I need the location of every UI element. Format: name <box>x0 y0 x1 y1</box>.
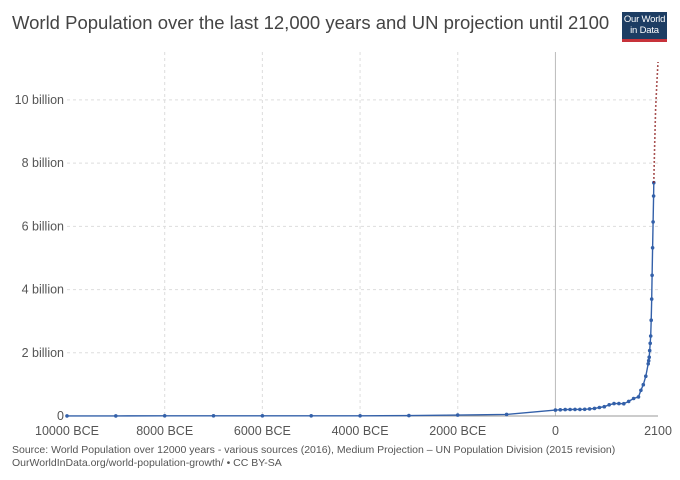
y-tick-label-4: 8 billion <box>22 156 64 170</box>
data-point <box>563 407 567 412</box>
data-point <box>568 407 572 412</box>
data-point <box>309 414 314 418</box>
x-tick-label-2: 6000 BCE <box>234 424 291 438</box>
data-point <box>626 399 631 404</box>
data-point <box>162 414 167 418</box>
data-point <box>582 407 587 412</box>
data-point <box>650 273 654 278</box>
logo-line-1: Our World <box>623 14 666 25</box>
chart-title: World Population over the last 12,000 ye… <box>12 12 610 33</box>
data-point <box>646 362 650 366</box>
data-point <box>260 414 265 418</box>
y-tick-label-3: 6 billion <box>22 219 64 233</box>
logo-line-2: in Data <box>630 25 659 36</box>
x-tick-label-0: 10000 BCE <box>35 424 99 438</box>
data-point <box>646 358 651 363</box>
data-point <box>612 401 616 406</box>
data-point <box>647 348 652 353</box>
source-line-1: Source: World Population over 12000 year… <box>12 444 616 456</box>
data-point <box>617 401 621 406</box>
data-point <box>358 414 362 418</box>
data-point <box>636 395 641 399</box>
data-point <box>504 412 509 417</box>
data-point <box>597 405 602 410</box>
data-point <box>592 406 597 411</box>
data-point <box>647 355 651 360</box>
data-point <box>455 413 460 417</box>
data-point <box>607 403 611 407</box>
data-point <box>622 401 626 406</box>
data-point <box>407 413 411 418</box>
x-tick-label-3: 4000 BCE <box>332 424 389 438</box>
data-point <box>644 374 648 379</box>
data-point <box>650 246 655 250</box>
data-point <box>651 194 656 198</box>
data-point <box>649 297 654 301</box>
x-tick-label-5: 0 <box>552 424 559 438</box>
data-point <box>587 407 592 411</box>
x-tick-label-4: 2000 BCE <box>429 424 486 438</box>
data-point <box>649 318 653 323</box>
source-line-2: OurWorldInData.org/world-population-grow… <box>12 457 282 469</box>
logo-accent-bar <box>622 39 667 42</box>
data-point <box>211 414 216 418</box>
data-point <box>553 408 558 412</box>
data-point <box>648 334 653 338</box>
projection-series-line <box>653 61 659 183</box>
x-tick-label-1: 8000 BCE <box>136 424 193 438</box>
y-tick-label-2: 4 billion <box>22 283 64 297</box>
owid-logo[interactable]: Our World in Data <box>622 12 667 42</box>
y-tick-label-1: 2 billion <box>22 346 64 360</box>
data-point <box>651 220 655 224</box>
y-tick-label-5: 10 billion <box>15 93 64 107</box>
data-point <box>631 396 636 401</box>
source-note: Source: World Population over 12000 year… <box>12 444 615 470</box>
data-point <box>602 404 607 409</box>
x-tick-label-6: 2100 <box>644 424 672 438</box>
y-tick-label-0: 0 <box>57 409 64 423</box>
data-point <box>558 408 563 412</box>
data-point <box>573 407 577 412</box>
data-point <box>578 407 582 412</box>
data-point <box>648 341 652 346</box>
data-point <box>639 388 643 393</box>
data-point <box>114 414 118 418</box>
data-point <box>641 382 646 387</box>
data-point <box>65 414 69 418</box>
